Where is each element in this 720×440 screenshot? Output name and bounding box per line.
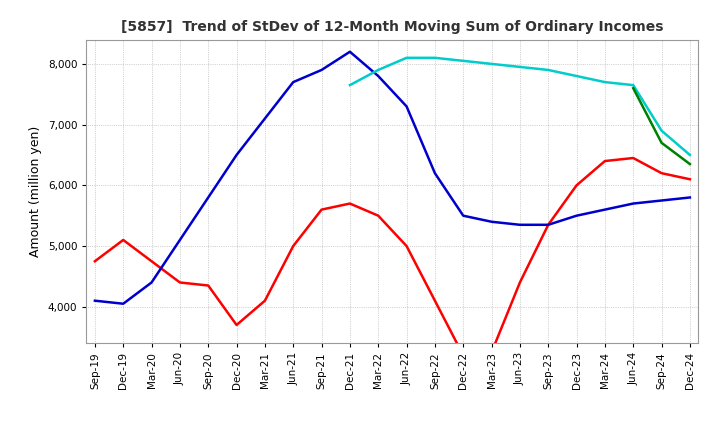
- 5 Years: [402, 104, 411, 109]
- 5 Years: [204, 195, 212, 200]
- 3 Years: [289, 243, 297, 249]
- 5 Years: [289, 80, 297, 85]
- 5 Years: [119, 301, 127, 306]
- 3 Years: [516, 280, 524, 285]
- 7 Years: [544, 67, 552, 73]
- 5 Years: [459, 213, 467, 218]
- 7 Years: [459, 58, 467, 63]
- Line: 3 Years: 3 Years: [95, 158, 690, 356]
- 5 Years: [544, 222, 552, 227]
- 5 Years: [600, 207, 609, 212]
- 3 Years: [431, 298, 439, 303]
- 5 Years: [572, 213, 581, 218]
- 3 Years: [685, 176, 694, 182]
- 3 Years: [148, 259, 156, 264]
- 3 Years: [346, 201, 354, 206]
- 7 Years: [487, 61, 496, 66]
- 5 Years: [487, 219, 496, 224]
- 3 Years: [119, 237, 127, 242]
- 3 Years: [176, 280, 184, 285]
- 5 Years: [233, 152, 241, 158]
- 3 Years: [487, 350, 496, 355]
- 5 Years: [346, 49, 354, 55]
- 5 Years: [148, 280, 156, 285]
- 3 Years: [91, 259, 99, 264]
- 3 Years: [629, 155, 637, 161]
- Line: 7 Years: 7 Years: [350, 58, 690, 155]
- 10 Years: [657, 140, 666, 146]
- Line: 10 Years: 10 Years: [633, 88, 690, 164]
- 5 Years: [91, 298, 99, 303]
- 10 Years: [685, 161, 694, 167]
- 7 Years: [600, 80, 609, 85]
- 7 Years: [657, 128, 666, 133]
- 10 Years: [629, 85, 637, 91]
- 7 Years: [516, 64, 524, 70]
- 3 Years: [544, 222, 552, 227]
- 7 Years: [431, 55, 439, 60]
- 5 Years: [318, 67, 326, 73]
- 3 Years: [318, 207, 326, 212]
- 7 Years: [374, 67, 382, 73]
- 3 Years: [402, 243, 411, 249]
- 3 Years: [459, 353, 467, 358]
- 5 Years: [261, 116, 269, 121]
- 5 Years: [176, 237, 184, 242]
- 7 Years: [685, 152, 694, 158]
- 5 Years: [629, 201, 637, 206]
- 7 Years: [346, 82, 354, 88]
- 5 Years: [657, 198, 666, 203]
- Title: [5857]  Trend of StDev of 12-Month Moving Sum of Ordinary Incomes: [5857] Trend of StDev of 12-Month Moving…: [121, 20, 664, 34]
- Line: 5 Years: 5 Years: [95, 52, 690, 304]
- 7 Years: [629, 82, 637, 88]
- 3 Years: [600, 158, 609, 164]
- 5 Years: [685, 195, 694, 200]
- Legend: 3 Years, 5 Years, 7 Years, 10 Years: 3 Years, 5 Years, 7 Years, 10 Years: [195, 434, 590, 440]
- 3 Years: [261, 298, 269, 303]
- 3 Years: [572, 183, 581, 188]
- 5 Years: [516, 222, 524, 227]
- 7 Years: [572, 73, 581, 79]
- 3 Years: [204, 283, 212, 288]
- 3 Years: [657, 171, 666, 176]
- 5 Years: [431, 171, 439, 176]
- 3 Years: [374, 213, 382, 218]
- 3 Years: [233, 323, 241, 328]
- 5 Years: [374, 73, 382, 79]
- 7 Years: [402, 55, 411, 60]
- Y-axis label: Amount (million yen): Amount (million yen): [30, 126, 42, 257]
